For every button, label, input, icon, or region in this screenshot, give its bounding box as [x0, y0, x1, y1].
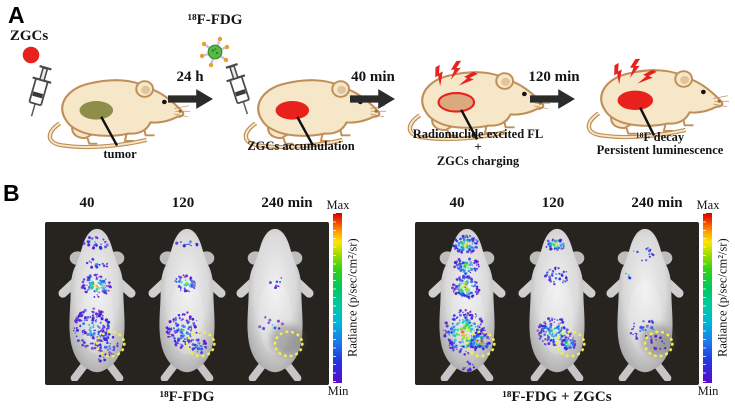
colorbar — [703, 213, 712, 383]
group-caption-fdg-zgcs: ¹⁸F-FDG + ZGCs — [502, 389, 612, 405]
tumor-ellipse — [275, 101, 310, 120]
zgcs-dot-icon — [22, 46, 40, 64]
tumor-pointer-line — [100, 116, 119, 147]
arrow-40min-label: 40 min — [351, 69, 395, 85]
tumor-roi-circle — [643, 330, 674, 358]
tumor-bulge-shadow — [270, 324, 304, 356]
tumor-ellipse — [617, 90, 654, 111]
colorbar — [333, 213, 342, 383]
bio-mouse-zgcs-240min — [601, 225, 689, 381]
panel-b-label: B — [3, 180, 20, 206]
tumor-pointer-line — [460, 109, 479, 140]
imaging-group-fdg: 40 120 240 min Max Min Radiance (p/sec/c… — [45, 195, 367, 417]
caption-line: ¹⁸F decay — [635, 130, 685, 144]
zgcs-accumulation-caption: ZGCs accumulation — [247, 139, 355, 153]
bio-mouse-zgcs-40min — [423, 225, 511, 381]
mouse-persistent-luminescence — [583, 58, 731, 142]
tumor-label: tumor — [103, 147, 137, 161]
tumor-roi-circle — [185, 330, 216, 358]
tumor-ellipse — [437, 92, 476, 113]
timepoint-label: 240 min — [631, 195, 683, 211]
tumor-roi-circle — [95, 330, 126, 358]
tumor-roi-circle — [465, 330, 496, 358]
tumor-roi-circle — [555, 330, 586, 358]
timepoint-label: 40 — [449, 195, 465, 211]
timepoint-label: 40 — [79, 195, 95, 211]
decay-caption: ¹⁸F decay Persistent luminescence — [585, 130, 735, 158]
colorbar-max-label: Max — [326, 198, 350, 212]
panel-a-label: A — [8, 2, 25, 28]
bio-mouse-zgcs-120min — [513, 225, 601, 381]
mouse-zgcs-accumulation — [240, 64, 388, 152]
arrow-120min-label: 120 min — [528, 69, 580, 85]
timepoint-label: 120 — [541, 195, 565, 211]
timepoint-label: 120 — [171, 195, 195, 211]
timepoint-label: 240 min — [261, 195, 313, 211]
colorbar-axis-label: Radiance (p/sec/cm²/sr) — [345, 238, 360, 358]
zgcs-label: ZGCs — [9, 28, 49, 44]
colorbar-axis-label: Radiance (p/sec/cm²/sr) — [715, 238, 730, 358]
arrow-24h-label: 24 h — [176, 69, 204, 85]
caption-line: + — [474, 140, 482, 155]
tumor-roi-circle — [273, 330, 304, 358]
colorbar-min-label: Min — [697, 384, 719, 398]
charging-caption: Radionuclide excited FL + ZGCs charging — [402, 127, 554, 168]
tumor-ellipse — [79, 101, 114, 120]
mouse-tumor-implant — [44, 64, 192, 152]
caption-line: Persistent luminescence — [596, 143, 724, 158]
fdg-label: ¹⁸F-FDG — [187, 12, 243, 28]
mouse-charging — [404, 60, 552, 144]
colorbar-min-label: Min — [327, 384, 349, 398]
caption-line: ZGCs charging — [436, 153, 520, 168]
imaging-group-fdg-zgcs: 40 120 240 min Max Min Radiance (p/sec/c… — [415, 195, 735, 417]
caption-line: Radionuclide excited FL — [412, 127, 544, 141]
bio-mouse-fdg-120min — [143, 225, 231, 381]
imaging-panel-right — [415, 222, 699, 385]
tumor-pointer-line — [296, 116, 315, 147]
tumor-pointer-line — [639, 107, 656, 137]
arrow-right-icon — [168, 89, 213, 109]
group-caption-fdg: ¹⁸F-FDG — [159, 389, 215, 405]
arrow-right-icon — [530, 89, 575, 109]
arrow-right-icon — [350, 89, 395, 109]
colorbar-max-label: Max — [696, 198, 720, 212]
bio-mouse-fdg-240min — [231, 225, 319, 381]
bio-mouse-fdg-40min — [53, 225, 141, 381]
imaging-panel-left — [45, 222, 329, 385]
